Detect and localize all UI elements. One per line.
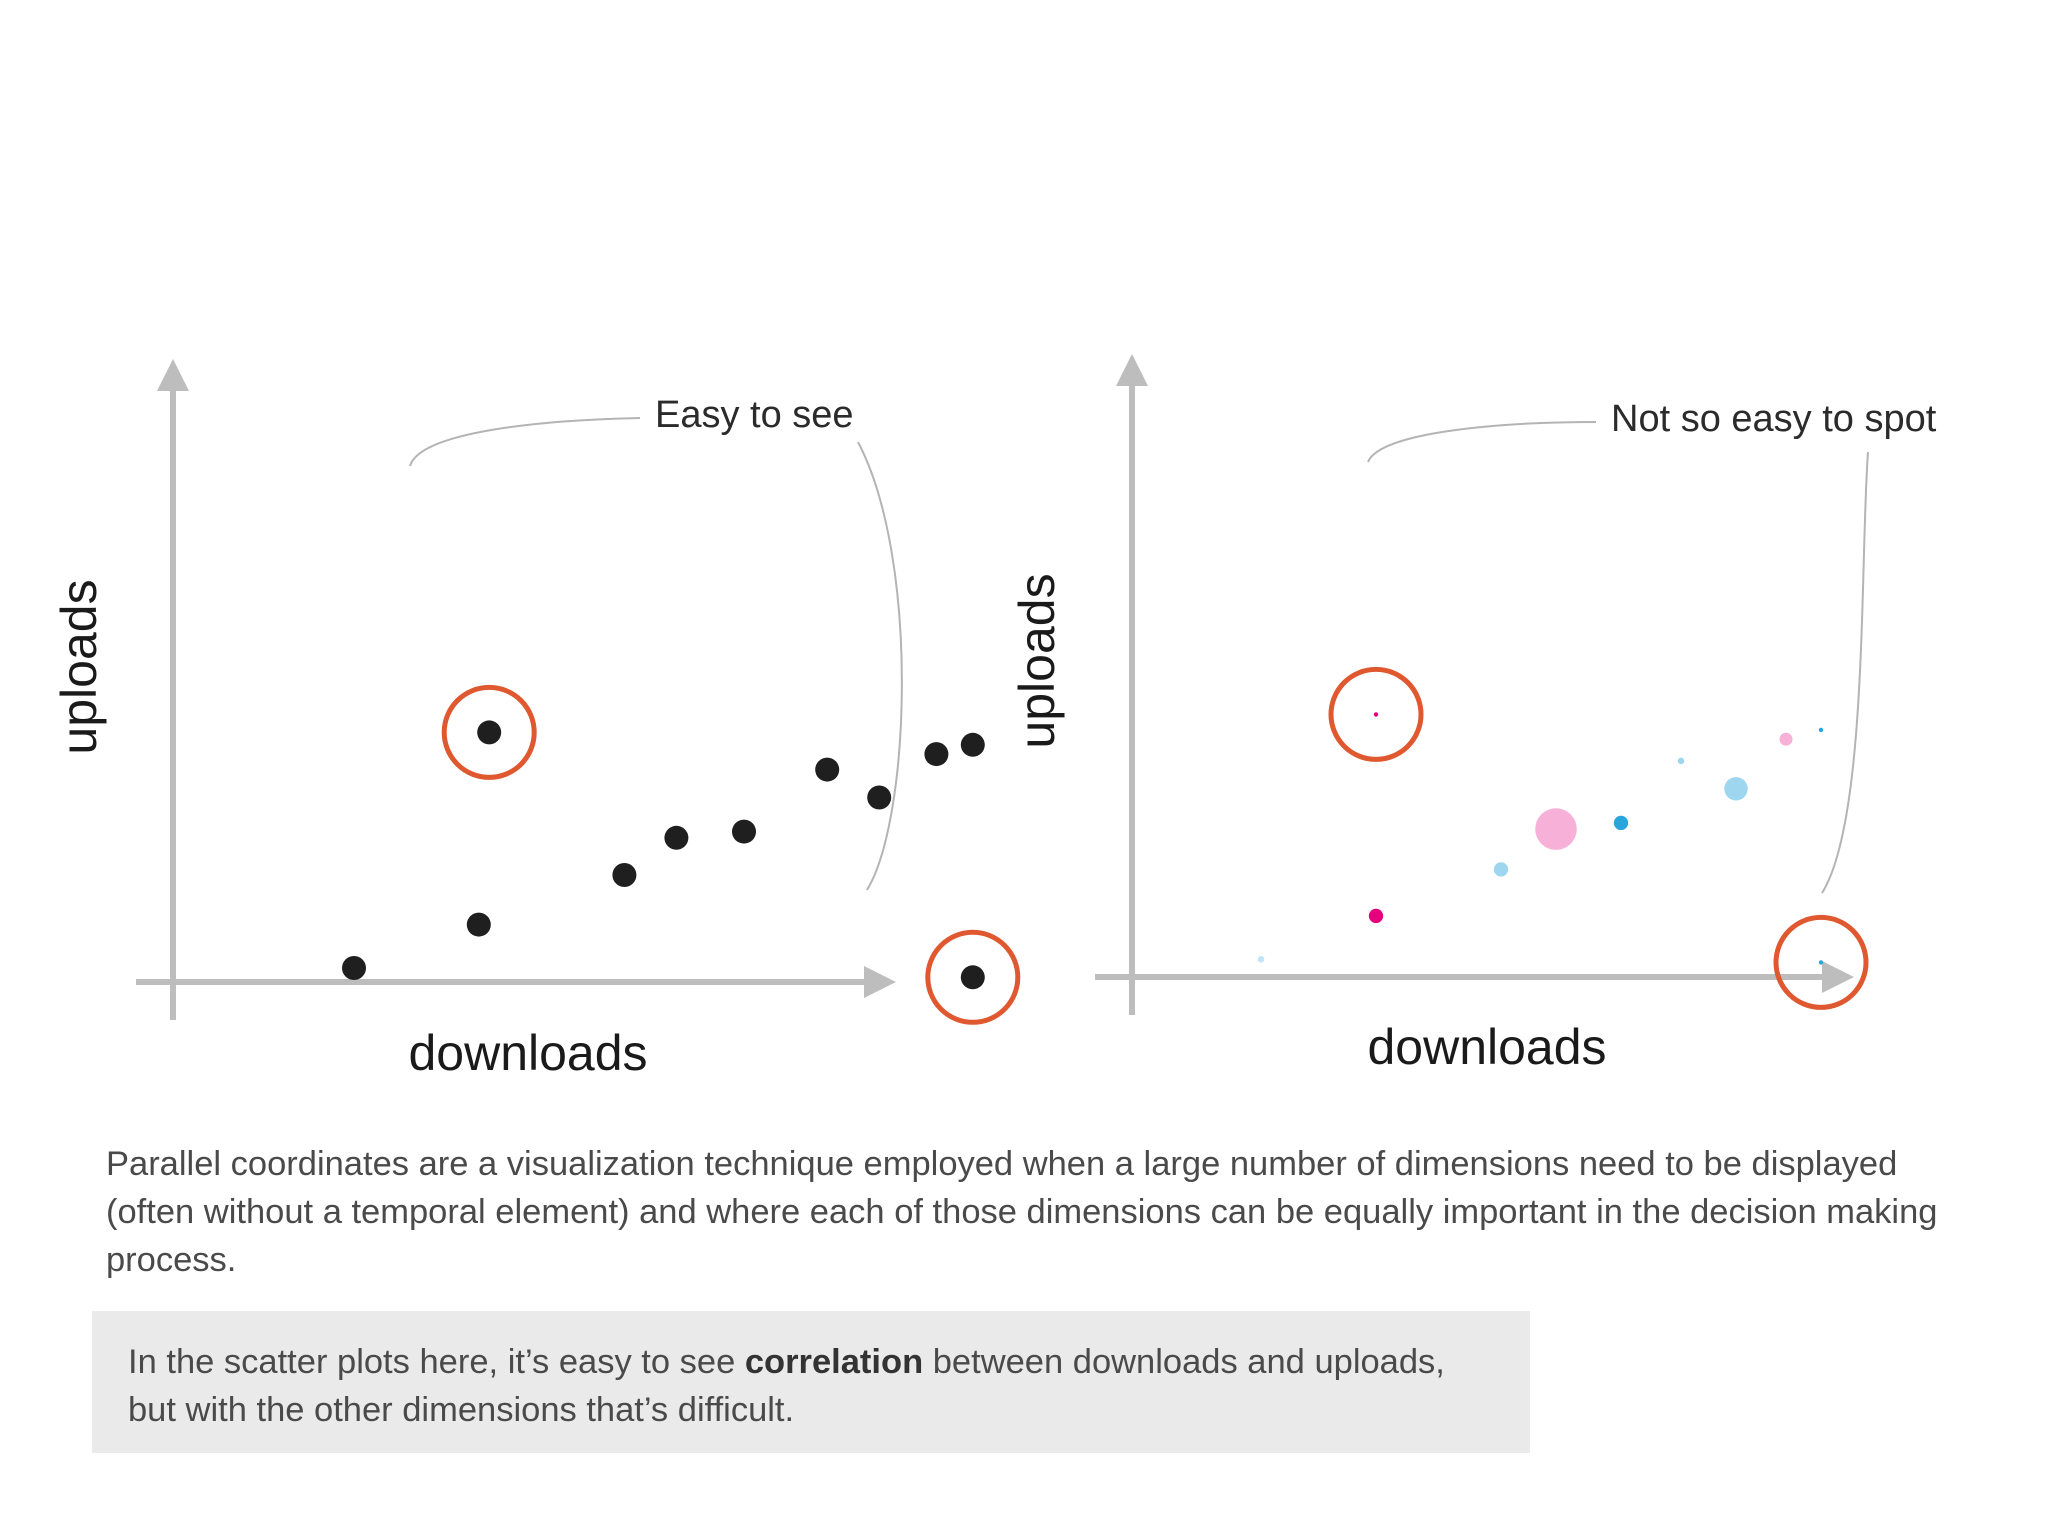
data-point: [1724, 777, 1748, 801]
callout-line: [409, 417, 641, 467]
outlier-highlight-ring: [1773, 914, 1869, 1010]
x-axis-arrowhead: [864, 966, 896, 998]
y-axis-arrowhead: [157, 359, 189, 391]
data-point: [466, 912, 491, 937]
x-axis-label: downloads: [1367, 1019, 1606, 1075]
data-point: [1257, 956, 1265, 963]
data-point: [815, 757, 840, 782]
outlier-highlight-ring: [1328, 666, 1424, 762]
note-box: In the scatter plots here, it’s easy to …: [92, 1311, 1530, 1453]
x-axis-arrowhead: [1822, 961, 1854, 993]
callout-label: Easy to see: [655, 394, 854, 436]
data-point: [1818, 960, 1824, 965]
data-point: [1677, 757, 1685, 765]
note-text-after: between downloads and uploads, but with …: [128, 1343, 1445, 1429]
data-point: [1779, 732, 1793, 746]
scatter-plot-1: uploads downloads Easy to see: [51, 359, 1021, 1081]
data-point: [477, 720, 502, 745]
data-point: [1373, 712, 1379, 717]
data-point: [960, 965, 985, 990]
y-axis-arrowhead: [1116, 354, 1148, 386]
x-axis-label: downloads: [408, 1025, 647, 1081]
data-point: [867, 785, 892, 810]
data-point: [1818, 727, 1824, 733]
data-point: [342, 956, 366, 980]
scatter-plots: uploads downloads Easy to see uploads downlo…: [51, 354, 1937, 1081]
description-paragraph: Parallel coordinates are a visualization…: [106, 1145, 1938, 1279]
note-text-before: In the scatter plots here, it’s easy to …: [128, 1343, 745, 1381]
data-point: [612, 863, 637, 887]
data-point: [1368, 908, 1384, 924]
data-point: [1613, 815, 1629, 831]
data-point: [732, 819, 756, 844]
callout-line: [857, 441, 903, 891]
outlier-highlight-ring: [925, 929, 1021, 1025]
y-axis-label: uploads: [1009, 573, 1065, 748]
data-point: [1535, 808, 1577, 850]
data-point: [960, 732, 985, 757]
note-text-bold: correlation: [744, 1343, 924, 1381]
y-axis-label: uploads: [51, 579, 107, 754]
data-point: [1493, 862, 1509, 877]
scatter-plot-2: uploads downloads Not so easy to spot: [1009, 354, 1937, 1075]
data-point: [924, 742, 949, 767]
callout-line: [1367, 421, 1597, 463]
callout-label: Not so easy to spot: [1611, 398, 1937, 440]
callout-line: [1821, 451, 1869, 894]
outlier-highlight-ring: [441, 684, 537, 780]
data-point: [664, 825, 689, 850]
